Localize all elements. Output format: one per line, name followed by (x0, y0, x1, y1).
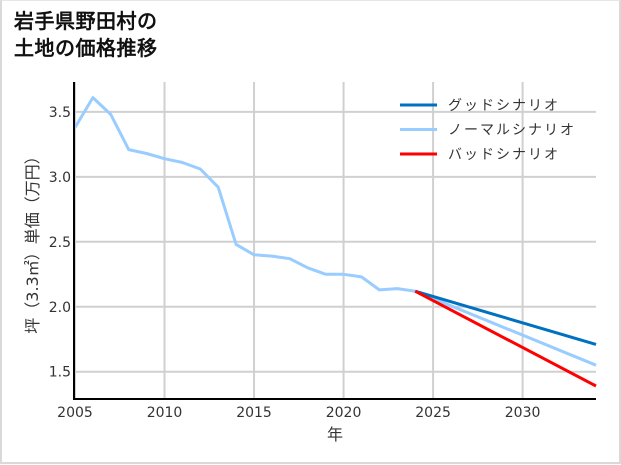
x-tick-label: 2010 (147, 405, 183, 421)
y-axis-label: 坪（3.3㎡）単価（万円） (23, 148, 42, 333)
legend-item: バッドシナリオ (400, 147, 560, 163)
chart-title-line-1: 岩手県野田村の (14, 9, 158, 33)
y-tick-label: 2.0 (49, 300, 71, 316)
y-tick-label: 1.5 (49, 365, 71, 381)
y-tick-label: 2.5 (49, 235, 71, 251)
y-tick-labels: 1.5 2.0 2.5 3.0 3.5 (49, 105, 71, 381)
legend-label: バッドシナリオ (448, 147, 560, 163)
chart-title-line-2: 土地の価格推移 (14, 36, 158, 60)
x-tick-label: 2030 (505, 405, 541, 421)
series-line (414, 289, 597, 367)
x-tick-label: 2005 (57, 405, 93, 421)
y-tick-label: 3.0 (49, 170, 71, 186)
x-tick-labels: 2005 2010 2015 2020 2025 2030 (57, 405, 540, 421)
x-tick-label: 2015 (236, 405, 272, 421)
series-line (73, 96, 416, 293)
axes (73, 82, 596, 400)
legend-label: グッドシナリオ (448, 98, 560, 114)
series-line (414, 289, 597, 346)
chart-title: 岩手県野田村の 土地の価格推移 (14, 8, 158, 62)
y-tick-label: 3.5 (49, 105, 71, 121)
legend-item: ノーマルシナリオ (400, 123, 576, 139)
legend-item: グッドシナリオ (400, 98, 560, 114)
legend-label: ノーマルシナリオ (448, 123, 576, 139)
x-axis-label: 年 (327, 425, 343, 444)
x-tick-label: 2025 (415, 405, 451, 421)
x-tick-label: 2020 (326, 405, 362, 421)
series-lines (73, 96, 597, 388)
series-line (414, 289, 597, 388)
